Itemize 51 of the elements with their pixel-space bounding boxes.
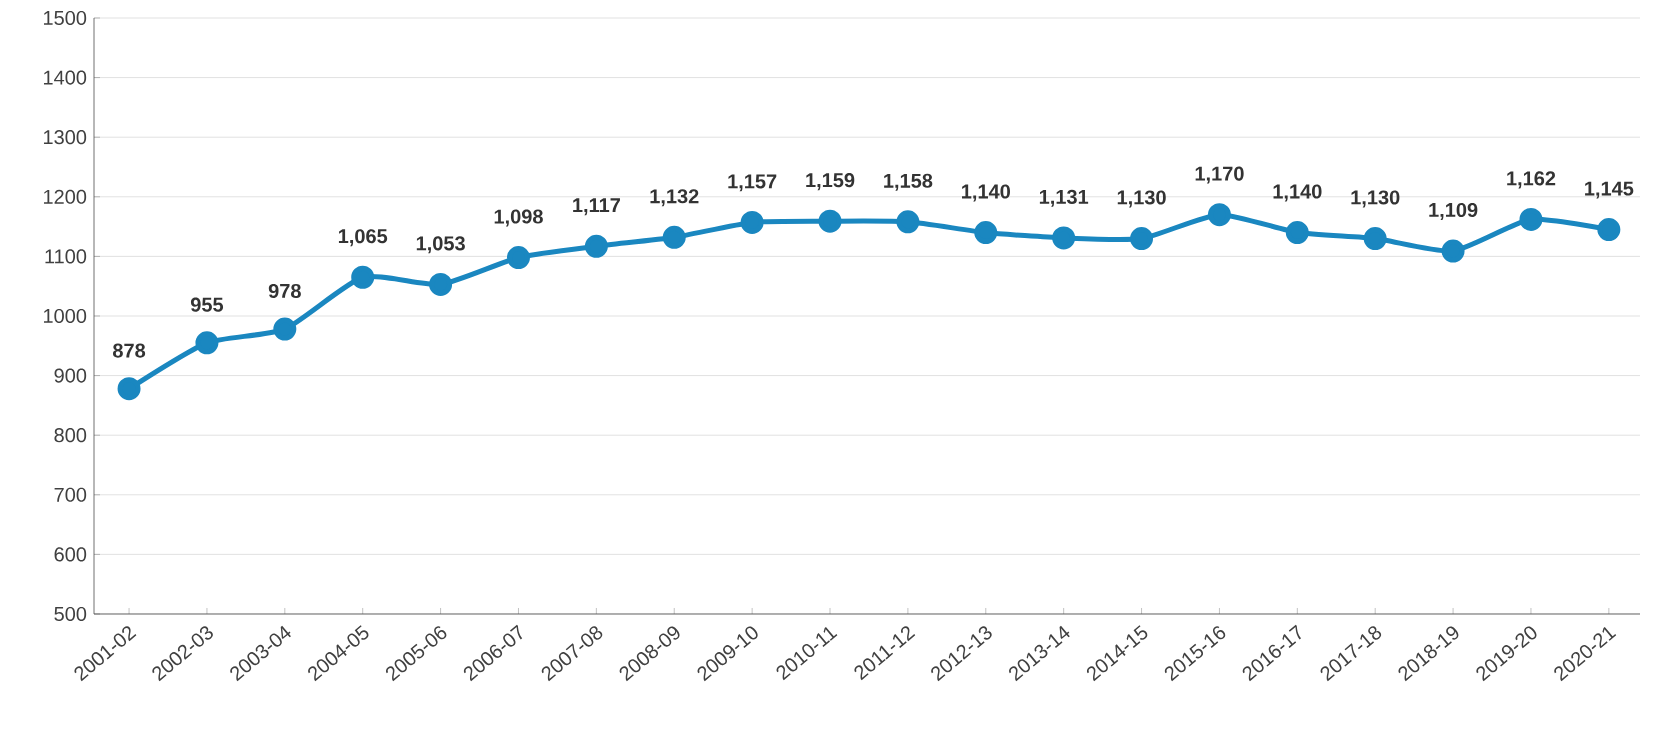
point	[1363, 227, 1387, 251]
y-tick-label: 1000	[43, 308, 87, 324]
point	[351, 265, 375, 289]
point	[506, 246, 530, 270]
point	[818, 209, 842, 233]
data-label: 1,162	[1507, 171, 1556, 189]
point	[117, 377, 141, 401]
data-label: 1,053	[416, 236, 465, 254]
point	[896, 210, 920, 234]
point	[273, 317, 297, 341]
data-label: 1,130	[1351, 190, 1400, 208]
data-label: 1,131	[1039, 189, 1089, 207]
data-label: 878	[113, 343, 146, 358]
data-label: 1,170	[1195, 166, 1244, 184]
point	[1441, 239, 1465, 263]
point	[1519, 207, 1543, 231]
point	[1597, 218, 1621, 242]
point	[195, 331, 219, 355]
data-label: 1,140	[1273, 184, 1322, 202]
data-label: 1,098	[494, 209, 543, 227]
y-tick-label: 1300	[43, 130, 87, 145]
data-label: 1,145	[1585, 181, 1634, 199]
data-label: 955	[190, 297, 224, 312]
data-label: 1,159	[806, 173, 855, 191]
point	[1285, 221, 1309, 245]
data-label: 1,117	[573, 198, 620, 216]
y-tick-label: 1100	[45, 249, 87, 264]
point	[740, 210, 764, 234]
y-tick-label: 1500	[43, 10, 87, 26]
y-tick-label: 1200	[43, 189, 87, 204]
point	[584, 234, 608, 258]
y-tick-label: 600	[54, 547, 87, 562]
point	[1207, 203, 1231, 227]
data-label: 1,109	[1429, 202, 1478, 220]
data-label: 1,140	[962, 184, 1010, 202]
y-tick-label: 700	[54, 487, 87, 502]
y-tick-label: 1400	[43, 70, 87, 85]
y-tick-label: 800	[54, 428, 87, 443]
point	[429, 272, 453, 296]
point	[1052, 226, 1076, 250]
y-tick-label: 900	[54, 368, 87, 383]
point	[1130, 227, 1154, 251]
data-label: 1,130	[1117, 190, 1166, 208]
point	[662, 225, 686, 249]
y-tick-label: 500	[54, 606, 87, 622]
data-label: 1,157	[728, 174, 777, 192]
data-label: 1,065	[338, 229, 388, 247]
data-label: 1,158	[884, 173, 933, 191]
data-label: 1,132	[650, 189, 699, 207]
point	[974, 221, 998, 245]
data-label: 978	[268, 283, 301, 299]
